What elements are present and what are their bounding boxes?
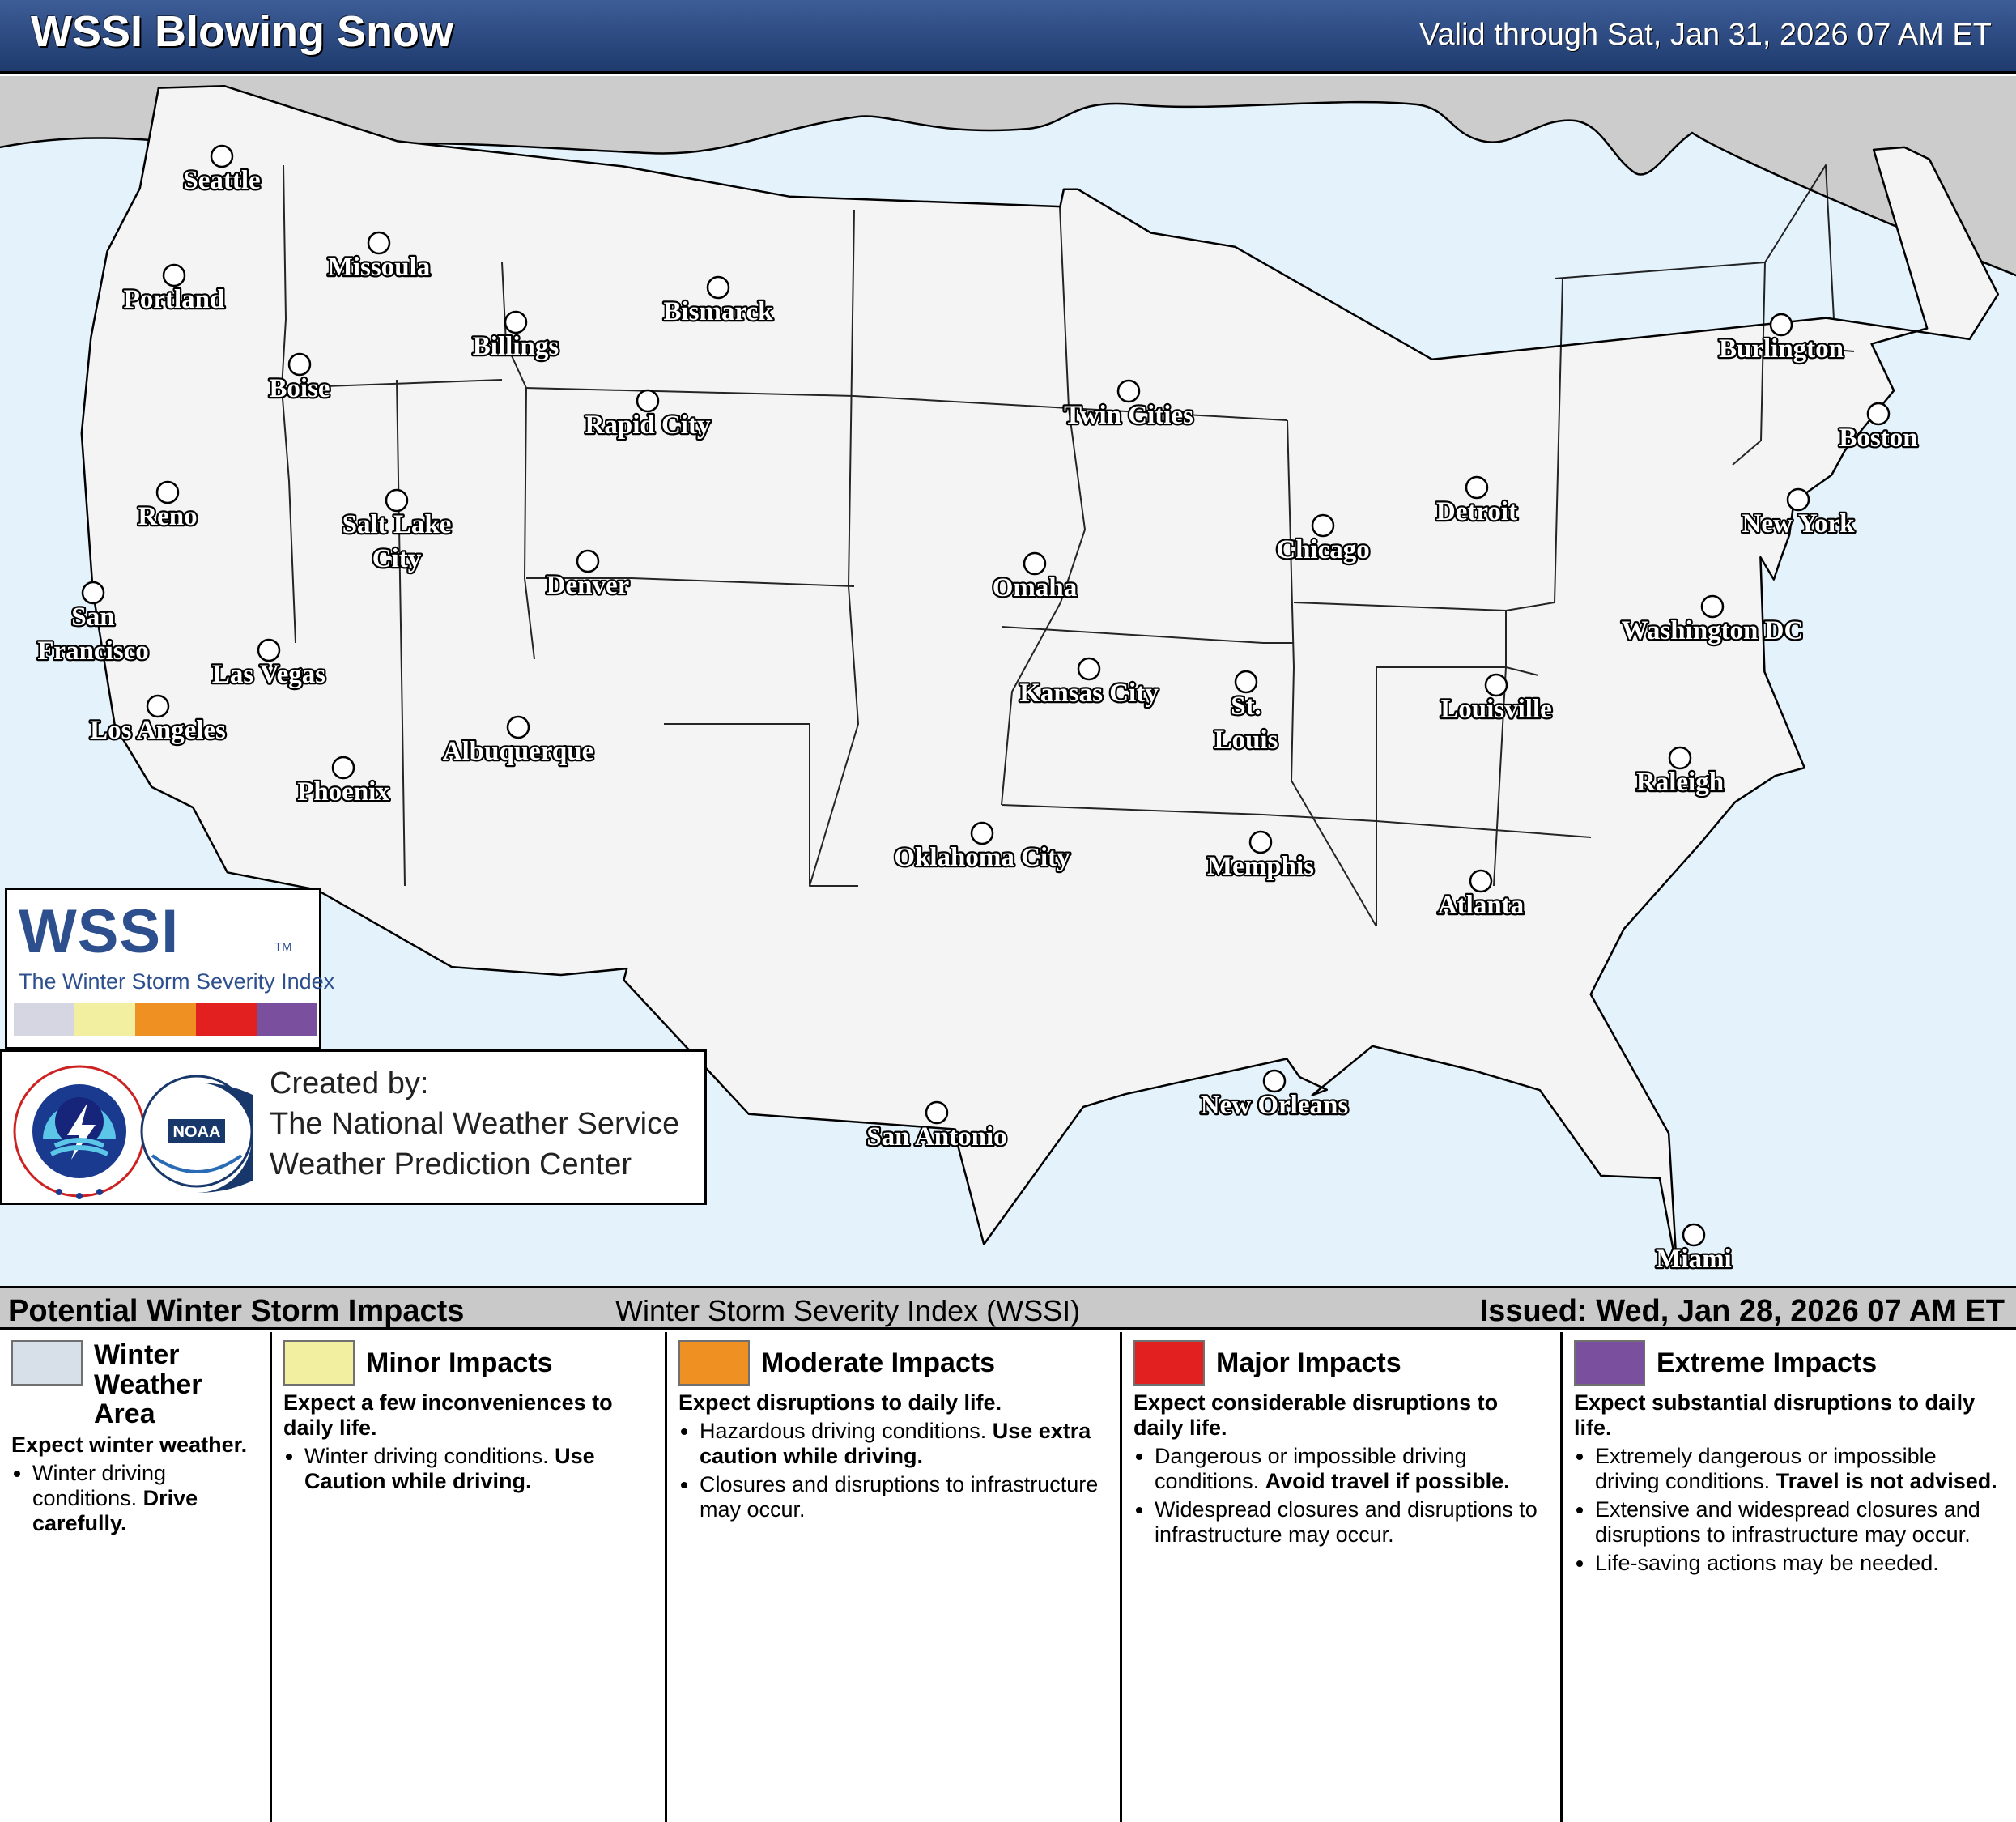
svg-text:Phoenix: Phoenix bbox=[297, 777, 389, 807]
svg-text:New Orleans: New Orleans bbox=[1201, 1091, 1349, 1120]
svg-text:Oklahoma City: Oklahoma City bbox=[894, 843, 1070, 872]
svg-text:Boise: Boise bbox=[269, 374, 330, 403]
svg-text:Detroit: Detroit bbox=[1436, 497, 1517, 526]
svg-text:Washington DC: Washington DC bbox=[1622, 616, 1804, 645]
svg-text:Los Angeles: Los Angeles bbox=[90, 716, 226, 745]
svg-text:Billings: Billings bbox=[473, 332, 559, 361]
svg-text:San: San bbox=[71, 602, 114, 632]
svg-text:Francisco: Francisco bbox=[37, 636, 148, 666]
svg-text:San Antonio: San Antonio bbox=[866, 1122, 1006, 1152]
svg-text:Las Vegas: Las Vegas bbox=[212, 660, 325, 689]
svg-text:Miami: Miami bbox=[1656, 1245, 1731, 1274]
svg-text:Burlington: Burlington bbox=[1719, 334, 1844, 364]
svg-text:Chicago: Chicago bbox=[1276, 535, 1370, 564]
svg-text:Memphis: Memphis bbox=[1207, 852, 1314, 881]
svg-text:NOAA: NOAA bbox=[173, 1123, 221, 1141]
svg-text:Portland: Portland bbox=[124, 285, 225, 314]
svg-text:Salt Lake: Salt Lake bbox=[342, 510, 452, 539]
svg-text:Louis: Louis bbox=[1214, 726, 1278, 755]
svg-text:Atlanta: Atlanta bbox=[1438, 891, 1524, 920]
svg-text:Rapid City: Rapid City bbox=[585, 411, 711, 440]
svg-text:Reno: Reno bbox=[138, 502, 197, 531]
svg-text:St.: St. bbox=[1231, 692, 1261, 721]
svg-text:Kansas City: Kansas City bbox=[1019, 679, 1159, 708]
svg-text:Twin Cities: Twin Cities bbox=[1064, 401, 1193, 430]
svg-text:New York: New York bbox=[1742, 509, 1855, 539]
svg-text:Omaha: Omaha bbox=[993, 573, 1078, 602]
svg-text:City: City bbox=[372, 544, 422, 573]
svg-text:Albuquerque: Albuquerque bbox=[443, 737, 593, 766]
svg-text:Boston: Boston bbox=[1839, 424, 1917, 453]
svg-text:Missoula: Missoula bbox=[328, 253, 431, 282]
svg-text:Bismarck: Bismarck bbox=[663, 297, 773, 326]
svg-text:Raleigh: Raleigh bbox=[1636, 768, 1724, 797]
svg-text:Denver: Denver bbox=[547, 571, 630, 600]
svg-text:Louisville: Louisville bbox=[1440, 695, 1552, 724]
svg-text:Seattle: Seattle bbox=[183, 166, 260, 195]
